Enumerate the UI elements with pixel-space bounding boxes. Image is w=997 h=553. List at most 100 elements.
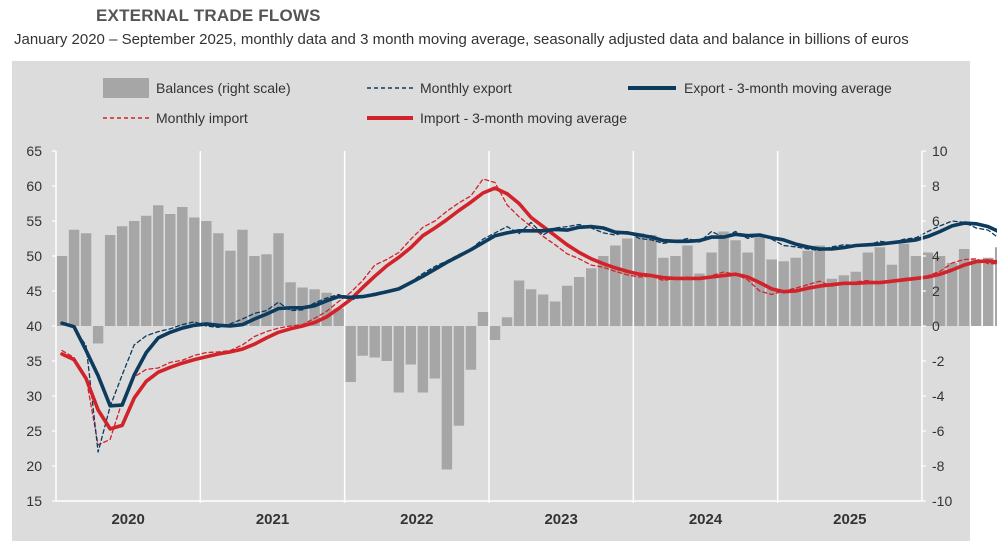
balance-bar: [850, 271, 862, 326]
balance-bar: [116, 226, 128, 326]
left-tick-label: 30: [26, 388, 42, 404]
balance-bar: [561, 285, 573, 326]
balance-bar: [958, 249, 970, 326]
left-tick-label: 50: [26, 248, 42, 264]
balance-bar: [730, 240, 741, 326]
balance-bar: [333, 308, 344, 326]
balance-bar: [140, 215, 152, 326]
balance-bar: [321, 292, 332, 326]
year-label: 2022: [400, 511, 433, 528]
balance-bar: [177, 207, 188, 326]
left-tick-label: 15: [26, 493, 42, 509]
balance-bar: [994, 247, 997, 326]
balance-bar: [573, 277, 585, 326]
left-tick-label: 40: [26, 318, 42, 334]
year-gridlines: [199, 151, 779, 503]
balance-bar: [598, 256, 609, 326]
left-tick-label: 25: [26, 423, 42, 439]
balance-bar: [742, 252, 753, 326]
balance-bar: [934, 256, 946, 326]
balance-bar: [586, 268, 597, 326]
balance-bar: [922, 252, 934, 326]
balance-bar: [189, 217, 200, 326]
balance-bar: [489, 326, 501, 340]
right-tick-label: -6: [932, 423, 945, 439]
balance-bar: [970, 259, 982, 326]
balance-bar: [225, 250, 236, 326]
balance-bar: [453, 326, 465, 426]
balance-bar: [646, 235, 657, 326]
balance-bar: [345, 326, 356, 382]
balance-bar: [826, 278, 838, 326]
left-tick-label: 60: [26, 178, 42, 194]
legend-balance-label: Balances (right scale): [156, 80, 291, 96]
left-tick-label: 55: [26, 213, 42, 229]
legend-balance-swatch: [103, 78, 149, 98]
legend: Balances (right scale) Monthly export Ex…: [103, 78, 892, 126]
balance-bar: [128, 221, 140, 326]
balance-bar: [153, 205, 164, 326]
import-ma-line: [60, 186, 997, 431]
balance-bar: [874, 247, 886, 326]
balance-bar: [369, 326, 380, 358]
right-tick-label: 10: [932, 143, 948, 159]
balance-bar: [537, 294, 549, 326]
balance-bar: [261, 254, 272, 326]
left-tick-label: 45: [26, 283, 42, 299]
balance-bar: [946, 263, 958, 326]
balance-bar: [610, 245, 621, 326]
right-tick-label: 6: [932, 213, 940, 229]
balance-bar: [309, 289, 320, 326]
legend-monthly-import-label: Monthly import: [156, 110, 248, 126]
balance-bar: [213, 233, 224, 326]
balance-bar: [501, 317, 513, 326]
balance-bar: [80, 233, 92, 326]
year-label: 2021: [256, 511, 289, 528]
balance-bar: [525, 289, 537, 326]
balance-bar: [634, 233, 645, 326]
balance-bar: [622, 238, 633, 326]
legend-export-ma-label: Export - 3-month moving average: [684, 80, 892, 96]
balance-bar: [886, 264, 898, 326]
balance-bar: [549, 301, 561, 326]
chart-title: EXTERNAL TRADE FLOWS: [96, 6, 321, 25]
right-tick-label: -8: [932, 458, 945, 474]
balance-bar: [766, 259, 777, 326]
balance-bar: [201, 221, 212, 326]
balance-bar: [682, 245, 693, 326]
right-tick-label: 4: [932, 248, 940, 264]
balance-bar: [381, 326, 392, 361]
balance-bar: [718, 231, 729, 326]
balance-bar: [706, 252, 717, 326]
balance-bar: [285, 282, 296, 326]
balance-bar: [393, 326, 405, 393]
balance-bar: [68, 229, 80, 326]
balance-bar: [658, 257, 669, 326]
balance-bar: [417, 326, 429, 393]
balance-bar: [273, 233, 284, 326]
balance-bar: [778, 261, 789, 326]
balance-bar: [441, 326, 453, 470]
balance-bar: [477, 312, 489, 326]
year-label: 2025: [833, 511, 866, 528]
balance-bar: [694, 273, 705, 326]
legend-monthly-export-label: Monthly export: [420, 80, 512, 96]
balance-bar: [92, 326, 104, 344]
chart-subtitle: January 2020 – September 2025, monthly d…: [14, 31, 909, 48]
balance-bar: [838, 275, 850, 326]
legend-import-ma-label: Import - 3-month moving average: [420, 110, 627, 126]
right-tick-label: -10: [932, 493, 952, 509]
balance-bar: [513, 280, 525, 326]
balance-bar: [670, 256, 681, 326]
year-label: 2023: [544, 511, 577, 528]
balance-bar: [429, 326, 441, 379]
balance-bar: [898, 243, 910, 326]
right-tick-label: 8: [932, 178, 940, 194]
balance-bar: [910, 256, 922, 326]
balance-bar: [982, 257, 994, 326]
right-tick-label: -4: [932, 388, 945, 404]
left-tick-label: 20: [26, 458, 42, 474]
left-tick-label: 35: [26, 353, 42, 369]
axes: 65605550454035302520151086420-2-4-6-8-10…: [26, 143, 952, 528]
